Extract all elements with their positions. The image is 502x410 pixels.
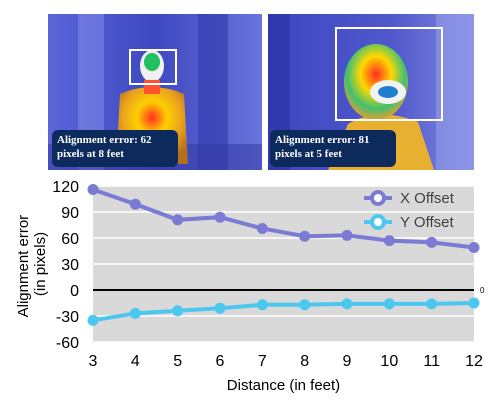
x-tick-label: 12 [465, 353, 483, 370]
data-point [256, 222, 268, 234]
data-point [383, 298, 395, 310]
data-point [299, 230, 311, 242]
data-point [129, 307, 141, 319]
x-tick-label: 11 [423, 353, 440, 370]
legend-marker [370, 190, 386, 206]
series-layer [87, 183, 480, 326]
data-point [341, 298, 353, 310]
alignment-error-chart: 0 120 90 60 30 0 -30 -60 3 4 5 6 7 8 9 10 11 12 X Offse… [15, 179, 485, 394]
legend-marker [370, 214, 386, 230]
data-point [383, 235, 395, 247]
y-axis-label-line-1: Alignment error [15, 215, 32, 318]
caption-left: Alignment error: 62 pixels at 8 feet [52, 130, 178, 167]
data-point [129, 198, 141, 210]
x-tick-label: 9 [343, 353, 352, 370]
caption-right: Alignment error: 81 pixels at 5 feet [270, 130, 396, 167]
data-point [87, 314, 99, 326]
data-point [172, 214, 184, 226]
data-point [468, 242, 480, 254]
legend: X Offset Y Offset [364, 190, 455, 231]
legend-label: Y Offset [400, 214, 454, 231]
data-point [341, 229, 353, 241]
data-point [426, 236, 438, 248]
x-tick-label: 7 [258, 353, 267, 370]
y-tick-label: 120 [52, 179, 79, 196]
data-point [468, 297, 480, 309]
x-tick-label: 4 [131, 353, 140, 370]
legend-label: X Offset [400, 190, 455, 207]
x-tick-label: 3 [89, 353, 98, 370]
y-tick-label: -60 [56, 335, 79, 352]
x-tick-labels: 3 4 5 6 7 8 9 10 11 12 [89, 353, 483, 370]
y-tick-label: 30 [61, 257, 79, 274]
y-tick-labels: 120 90 60 30 0 -30 -60 [52, 179, 79, 352]
y-axis-label: Alignment error (in pixels) [15, 211, 49, 318]
y-tick-label: 60 [61, 231, 79, 248]
data-point [299, 299, 311, 311]
data-point [214, 211, 226, 223]
x-tick-label: 10 [380, 353, 398, 370]
y-axis-label-line-2: (in pixels) [32, 232, 49, 296]
series-line-y-offset [92, 301, 475, 323]
zero-line-label: 0 [480, 286, 485, 295]
y-tick-label: -30 [56, 309, 79, 326]
y-tick-label: 0 [70, 283, 79, 300]
data-point [87, 183, 99, 195]
x-axis-label: Distance (in feet) [227, 377, 340, 394]
x-tick-label: 8 [300, 353, 309, 370]
data-point [172, 305, 184, 317]
x-tick-label: 5 [173, 353, 182, 370]
data-point [426, 298, 438, 310]
data-point [214, 302, 226, 314]
series-line-x-offset [92, 187, 475, 250]
x-tick-label: 6 [216, 353, 225, 370]
y-tick-label: 90 [61, 205, 79, 222]
data-point [256, 299, 268, 311]
